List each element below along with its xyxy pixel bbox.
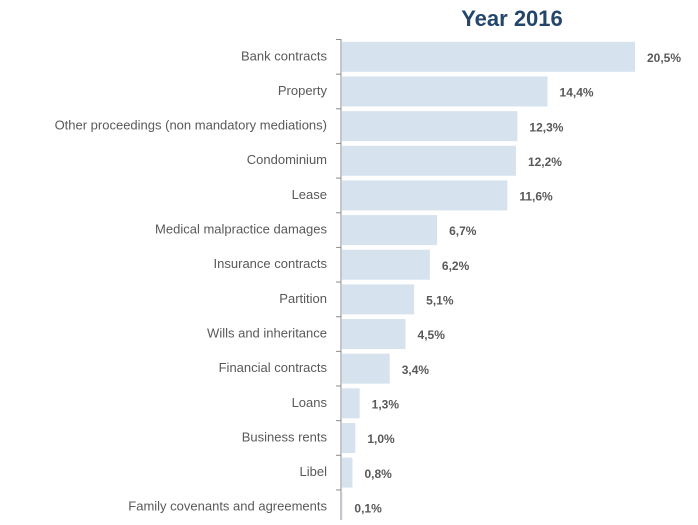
bar [342,284,414,314]
category-label: Property [278,83,328,98]
category-label: Medical malpractice damages [155,222,327,237]
category-label: Bank contracts [241,48,327,63]
value-label: 3,4% [402,363,430,377]
bar [342,76,548,106]
bar [342,215,437,245]
bar [342,250,430,280]
bar [342,319,406,349]
bar [342,42,635,72]
category-label: Financial contracts [219,360,328,375]
bar [342,354,390,384]
value-label: 6,2% [442,259,470,273]
bar [342,111,517,141]
category-label: Wills and inheritance [207,325,327,340]
category-label: Insurance contracts [214,256,328,271]
bar [342,388,360,418]
value-label: 0,1% [354,501,382,515]
value-label: 1,3% [372,397,400,411]
category-label: Condominium [247,152,327,167]
value-label: 11,6% [519,190,553,204]
bar [342,458,352,488]
category-label: Business rents [242,429,328,444]
value-label: 1,0% [367,432,395,446]
category-label: Partition [279,291,327,306]
bar [342,423,355,453]
category-label: Loans [292,395,328,410]
category-label: Lease [292,187,327,202]
value-label: 20,5% [647,51,681,65]
value-label: 5,1% [426,294,454,308]
value-label: 0,8% [364,467,392,481]
chart-title: Year 2016 [461,6,563,31]
category-label: Libel [300,464,328,479]
value-label: 14,4% [560,86,594,100]
value-label: 4,5% [418,328,446,342]
bar [342,180,507,210]
value-label: 6,7% [449,224,477,238]
bar [342,146,516,176]
category-label: Family covenants and agreements [128,499,327,514]
category-label: Other proceedings (non mandatory mediati… [55,118,327,133]
value-label: 12,3% [529,120,563,134]
value-label: 12,2% [528,155,562,169]
